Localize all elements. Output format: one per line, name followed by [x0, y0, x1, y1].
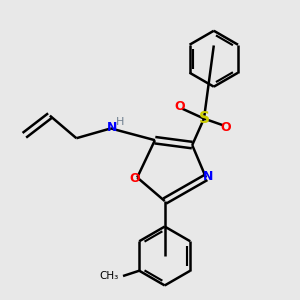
- Text: O: O: [175, 100, 185, 113]
- Text: O: O: [129, 172, 140, 184]
- Text: CH₃: CH₃: [100, 271, 119, 281]
- Text: N: N: [107, 121, 117, 134]
- Text: S: S: [199, 111, 209, 126]
- Text: O: O: [221, 121, 231, 134]
- Text: H: H: [116, 117, 124, 127]
- Text: N: N: [203, 169, 214, 182]
